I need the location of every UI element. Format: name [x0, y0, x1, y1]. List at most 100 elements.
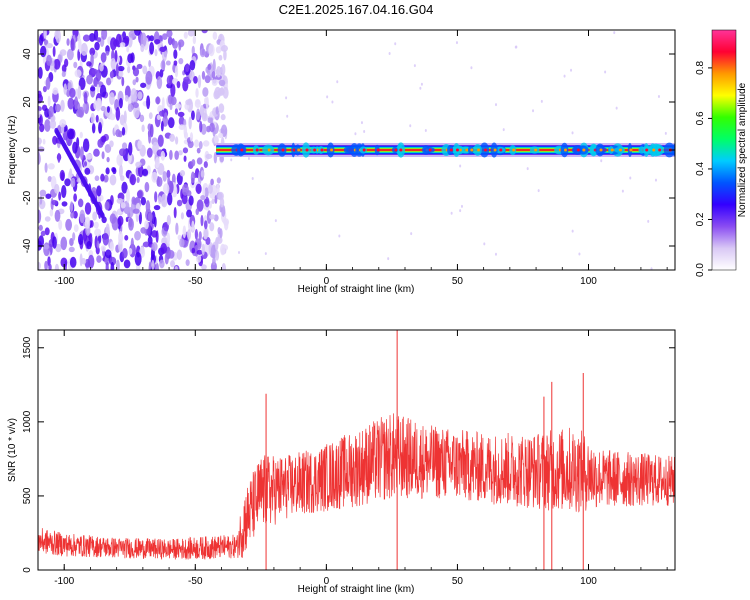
heatmap-noise-blob: [218, 132, 224, 139]
y-tick-label: -40: [22, 238, 33, 253]
heatmap-noise-blob: [105, 167, 110, 175]
heatmap-ridge-hotspot: [320, 148, 324, 152]
heatmap-noise-blob: [110, 57, 116, 70]
heatmap-sparse-dot: [494, 252, 497, 256]
heatmap-noise-blob: [154, 39, 161, 45]
heatmap-noise-blob: [38, 235, 45, 248]
heatmap-noise-blob: [173, 49, 178, 60]
heatmap-noise-blob: [77, 233, 84, 246]
heatmap-noise-blob: [69, 237, 74, 247]
heatmap-noise-blob: [54, 103, 61, 113]
heatmap-noise-blob: [136, 190, 143, 199]
heatmap-sparse-dot: [514, 45, 517, 49]
heatmap-noise-blob: [183, 155, 187, 162]
heatmap-noise-blob: [132, 79, 137, 86]
heatmap-noise-blob: [132, 208, 140, 214]
heatmap-noise-blob: [212, 58, 216, 73]
heatmap-noise-blob: [96, 84, 100, 93]
heatmap-noise-blob: [188, 195, 194, 206]
heatmap-noise-blob: [57, 152, 61, 164]
heatmap-noise-blob: [118, 164, 123, 178]
heatmap-noise-blob: [94, 228, 102, 237]
heatmap-noise-blob: [147, 212, 153, 222]
heatmap-noise-blob: [211, 79, 218, 86]
heatmap-noise-blob: [85, 153, 93, 160]
heatmap-noise-blob: [216, 65, 222, 78]
heatmap-noise-blob: [100, 173, 105, 182]
heatmap-noise-blob: [174, 65, 179, 78]
heatmap-noise-blob: [167, 117, 175, 129]
heatmap-x-ticks: -100 -50 0 50 100: [37, 30, 668, 287]
heatmap-noise-blob: [53, 58, 61, 70]
heatmap-noise-blob: [52, 236, 57, 249]
heatmap-noise-blob: [199, 120, 203, 133]
heatmap-noise-blob: [64, 58, 69, 68]
heatmap-noise-blob: [181, 183, 189, 196]
heatmap-noise-blob: [38, 105, 42, 112]
heatmap-noise-blob: [211, 71, 216, 79]
heatmap-ridge-hotspot: [394, 148, 398, 152]
heatmap-noise-blob: [123, 259, 131, 269]
heatmap-sparse-dot: [578, 252, 581, 256]
heatmap-noise-blob: [77, 85, 82, 100]
heatmap-noise-blob: [198, 231, 202, 241]
snr-series-group: [38, 330, 675, 570]
heatmap-noise-blob: [176, 80, 181, 89]
heatmap-sparse-dot: [336, 80, 339, 84]
heatmap-noise-blob: [45, 193, 52, 199]
heatmap-noise-blob: [106, 77, 112, 86]
heatmap-noise-blob: [86, 241, 92, 250]
heatmap-noise-blob: [206, 210, 212, 224]
heatmap-noise-blob: [196, 254, 202, 263]
heatmap-noise-blob: [118, 148, 126, 157]
heatmap-noise-blob: [124, 95, 129, 102]
heatmap-noise-blob: [46, 54, 52, 66]
heatmap-noise-blob: [221, 263, 226, 270]
heatmap-noise-blob: [93, 100, 99, 110]
heatmap-noise-blob: [119, 42, 126, 48]
heatmap-noise-blob: [115, 129, 121, 138]
heatmap-noise-blob: [164, 252, 169, 265]
heatmap-noise-blob: [220, 45, 228, 52]
heatmap-noise-blob: [142, 241, 150, 248]
y-tick-label: 1000: [22, 410, 33, 433]
heatmap-noise-blob: [124, 35, 130, 44]
heatmap-noise-blob: [167, 176, 171, 186]
heatmap-noise-blob: [116, 197, 124, 204]
heatmap-sparse-dot: [615, 106, 618, 110]
snr-frame: [37, 329, 676, 571]
heatmap-noise-blob: [61, 185, 67, 199]
heatmap-noise-blob: [151, 230, 158, 238]
heatmap-noise-blob: [115, 63, 119, 77]
heatmap-noise-blob: [164, 112, 168, 120]
heatmap-noise-blob: [78, 38, 82, 53]
heatmap-noise-blob: [38, 224, 43, 231]
heatmap-sparse-dot: [251, 176, 254, 180]
heatmap-noise-blob: [120, 175, 125, 182]
heatmap-noise-blob: [101, 135, 107, 143]
heatmap-noise-blob: [128, 30, 136, 38]
heatmap-noise-blob: [96, 185, 102, 197]
heatmap-noise-blob: [67, 81, 72, 91]
heatmap-noise-blob: [54, 209, 61, 222]
heatmap-noise-blob: [174, 108, 178, 115]
heatmap-noise-blob: [70, 38, 75, 51]
heatmap-noise-blob: [183, 31, 188, 39]
heatmap-noise-blob: [167, 249, 175, 259]
heatmap-noise-blob: [55, 243, 62, 253]
heatmap-noise-blob: [106, 156, 110, 163]
heatmap-noise-blob: [191, 45, 195, 56]
heatmap-noise-blob: [149, 42, 155, 55]
heatmap-noise-blob: [202, 87, 209, 97]
heatmap-noise-blob: [196, 108, 201, 121]
heatmap-noise-blob: [161, 33, 168, 41]
heatmap-sparse-dot: [571, 229, 574, 233]
heatmap-noise-blob: [61, 122, 65, 135]
colorbar-tick-label: 0.2: [695, 212, 706, 226]
heatmap-noise-blob: [115, 106, 121, 121]
heatmap-noise-blob: [127, 53, 134, 64]
heatmap-noise-blob: [158, 110, 165, 117]
heatmap-noise-blob: [96, 37, 101, 43]
heatmap-noise-blob: [174, 265, 179, 270]
heatmap-sparse-dot: [470, 66, 473, 70]
